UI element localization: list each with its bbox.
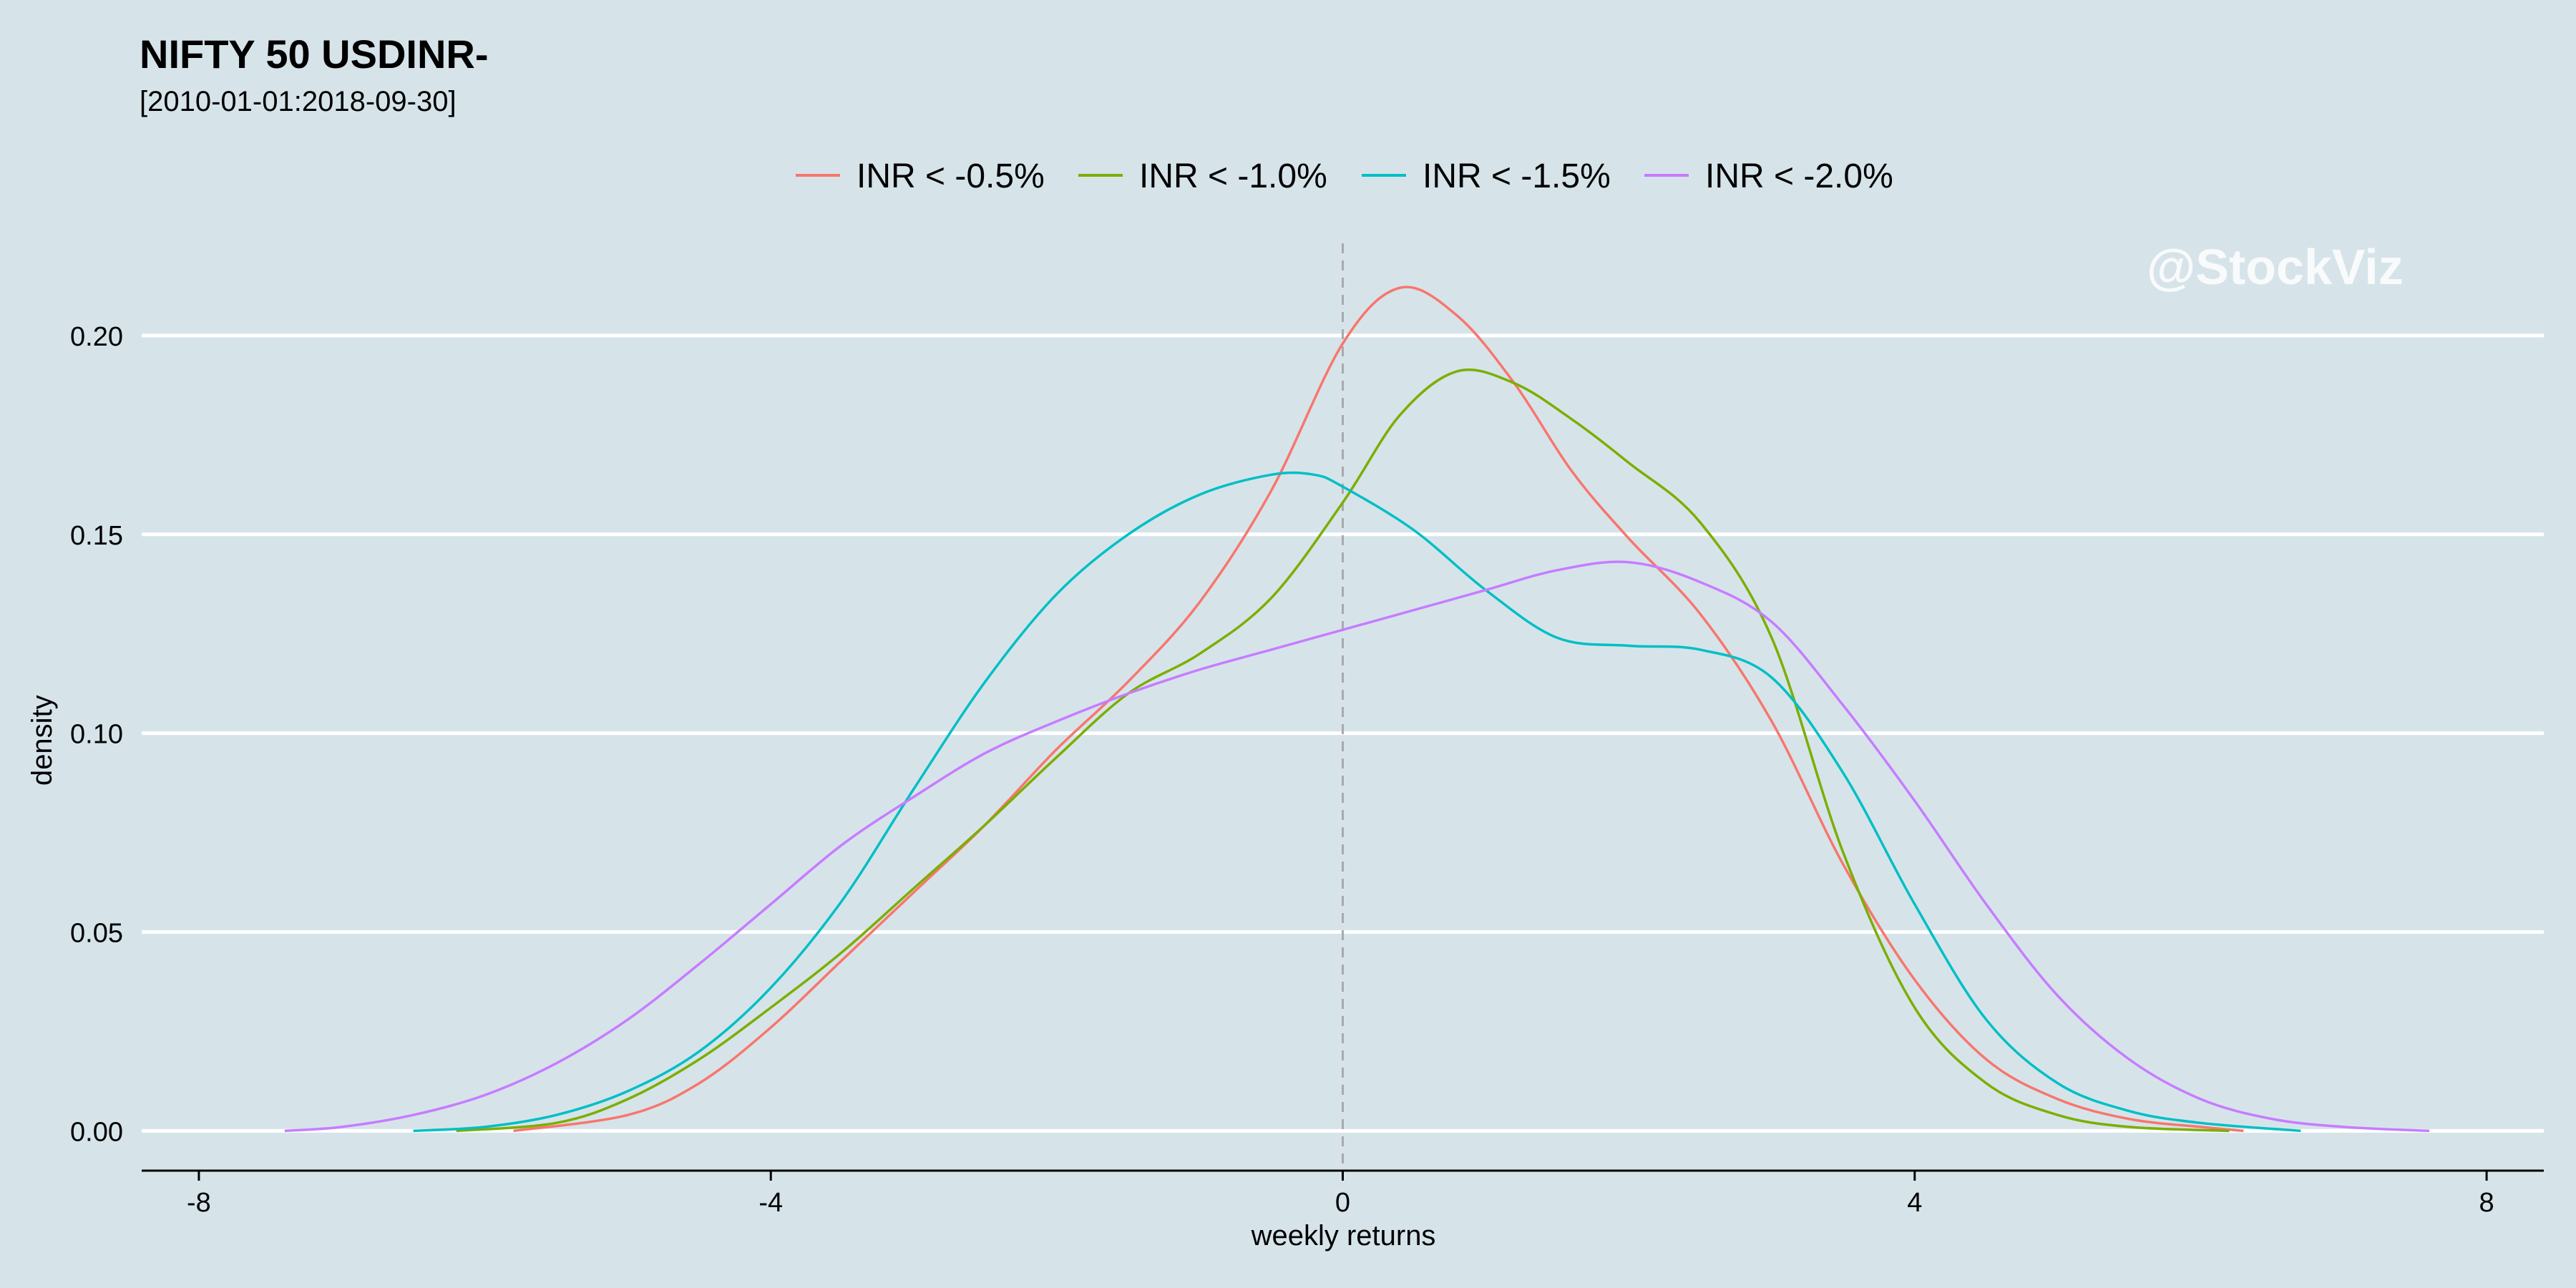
series-lines [284, 286, 2430, 1133]
x-axis-title: weekly returns [1251, 1220, 1436, 1252]
series-line-1 [513, 286, 2244, 1133]
y-tick-label: 0.05 [70, 919, 123, 949]
y-tick-label: 0.20 [70, 322, 123, 352]
x-tick-label: 0 [1335, 1188, 1350, 1218]
axes: 0.00 0.05 0.10 0.15 0.20 -8 -4 0 4 8 [70, 322, 2544, 1218]
legend-label-3: INR < -1.5% [1423, 157, 1611, 195]
legend-label-1: INR < -0.5% [857, 157, 1045, 195]
x-tick-label: -4 [758, 1188, 783, 1218]
y-axis-title: density [26, 695, 58, 786]
series-line-4 [284, 560, 2430, 1133]
x-tick-label: -8 [187, 1188, 211, 1218]
y-tick-label: 0.15 [70, 521, 123, 551]
legend-label-2: INR < -1.0% [1139, 157, 1327, 195]
x-tick-label: 8 [2479, 1188, 2494, 1218]
x-tick-label: 4 [1907, 1188, 1922, 1218]
y-tick-label: 0.00 [70, 1117, 123, 1147]
watermark-text: @StockViz [2147, 239, 2404, 295]
series-line-3 [413, 471, 2301, 1133]
y-tick-label: 0.10 [70, 720, 123, 750]
legend-label-4: INR < -2.0% [1705, 157, 1893, 195]
series-line-2 [456, 369, 2230, 1133]
chart-header: NIFTY 50 USDINR- [2010-01-01:2018-09-30] [140, 31, 488, 117]
chart-subtitle: [2010-01-01:2018-09-30] [140, 86, 457, 117]
chart-title: NIFTY 50 USDINR- [140, 31, 488, 77]
chart-legend: INR < -0.5% INR < -1.0% INR < -1.5% INR < -… [796, 157, 1893, 195]
